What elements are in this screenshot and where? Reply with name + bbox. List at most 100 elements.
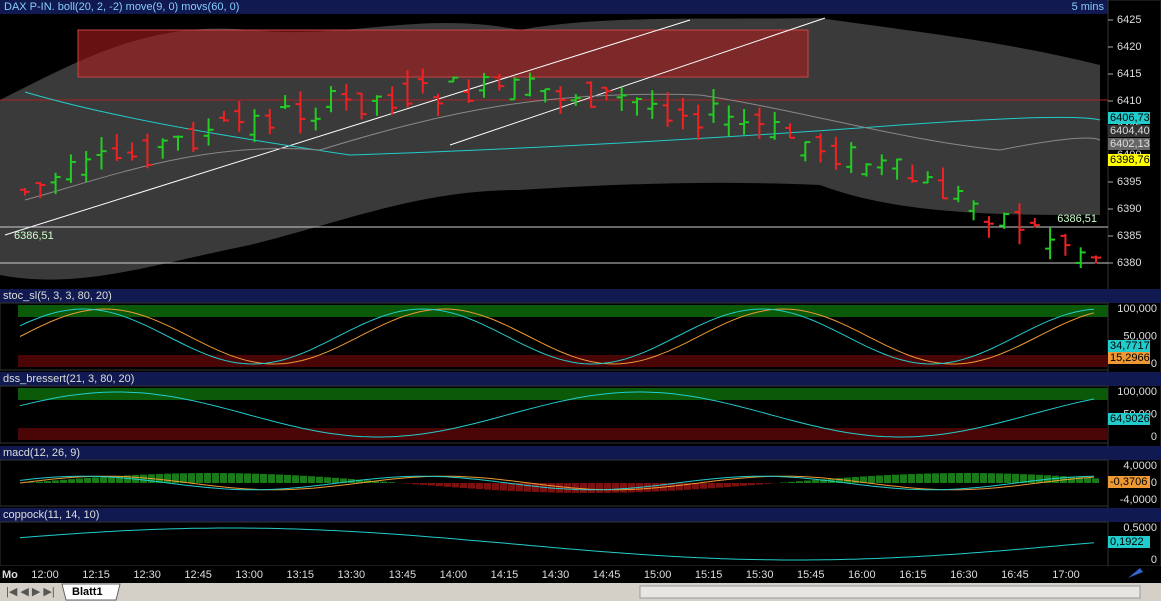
histogram-bar bbox=[1028, 474, 1035, 483]
histogram-bar bbox=[388, 482, 395, 483]
histogram-bar bbox=[340, 478, 347, 483]
histogram-bar bbox=[1076, 477, 1083, 483]
indicator-line bbox=[19, 475, 1095, 491]
histogram-bar bbox=[860, 476, 867, 483]
histogram-bar bbox=[716, 483, 723, 488]
histogram-bar bbox=[268, 474, 275, 483]
histogram-bar bbox=[28, 482, 35, 483]
histogram-bar bbox=[428, 483, 435, 486]
time-label: 14:00 bbox=[440, 569, 468, 581]
histogram-bar bbox=[972, 473, 979, 483]
histogram-bar bbox=[756, 483, 763, 485]
histogram-bar bbox=[492, 483, 499, 491]
histogram-bar bbox=[468, 483, 475, 489]
histogram-bar bbox=[580, 483, 587, 493]
badge-text: 6398,76 bbox=[1110, 154, 1150, 166]
bollinger-band bbox=[0, 18, 1100, 280]
panel-tick: 0 bbox=[1151, 477, 1157, 489]
histogram-bar bbox=[788, 481, 795, 483]
histogram-bar bbox=[300, 475, 307, 483]
histogram-bar bbox=[140, 474, 147, 483]
histogram-bar bbox=[108, 476, 115, 483]
histogram-bar bbox=[908, 474, 915, 483]
panel-title: macd(12, 26, 9) bbox=[3, 447, 80, 459]
histogram-bar bbox=[988, 473, 995, 483]
histogram-bar bbox=[476, 483, 483, 490]
panel-tick: 0 bbox=[1151, 554, 1157, 566]
time-label: 13:45 bbox=[389, 569, 417, 581]
histogram-bar bbox=[204, 473, 211, 483]
overbought-zone bbox=[18, 305, 1108, 317]
indicator-line bbox=[19, 308, 1095, 365]
histogram-bar bbox=[1020, 474, 1027, 483]
histogram-bar bbox=[796, 481, 803, 483]
histogram-bar bbox=[884, 475, 891, 483]
indicator-line bbox=[19, 475, 1095, 491]
histogram-bar bbox=[916, 473, 923, 483]
histogram-bar bbox=[164, 473, 171, 483]
histogram-bar bbox=[892, 474, 899, 483]
panel-title: dss_bressert(21, 3, 80, 20) bbox=[3, 373, 134, 385]
histogram-bar bbox=[220, 473, 227, 483]
histogram-bar bbox=[868, 475, 875, 483]
histogram-bar bbox=[244, 473, 251, 483]
histogram-bar bbox=[980, 473, 987, 483]
nav-arrows[interactable]: |◀ ◀ ▶ ▶| bbox=[6, 586, 55, 598]
chart-title: DAX P-IN. boll(20, 2, -2) move(9, 0) mov… bbox=[4, 1, 239, 13]
interval: 5 mins bbox=[1072, 1, 1105, 13]
histogram-bar bbox=[748, 483, 755, 486]
scrollbar[interactable] bbox=[639, 585, 1141, 599]
panel-header bbox=[0, 372, 1161, 386]
time-label: 16:00 bbox=[848, 569, 876, 581]
histogram-bar bbox=[76, 478, 83, 483]
histogram-bar bbox=[700, 483, 707, 489]
histogram-bar bbox=[60, 479, 67, 483]
histogram-bar bbox=[836, 478, 843, 483]
time-label: 15:00 bbox=[644, 569, 672, 581]
histogram-bar bbox=[876, 475, 883, 483]
histogram-bar bbox=[116, 475, 123, 483]
indicator-panels: stoc_sl(5, 3, 3, 80, 20)100,00050,000034… bbox=[0, 289, 1161, 567]
indicator-line bbox=[19, 527, 1095, 561]
histogram-bar bbox=[524, 483, 531, 492]
panel-title: coppock(11, 14, 10) bbox=[3, 509, 99, 521]
badge bbox=[1108, 125, 1150, 137]
histogram-bar bbox=[196, 473, 203, 483]
histogram-bar bbox=[36, 481, 43, 483]
histogram-bar bbox=[1012, 473, 1019, 483]
histogram-bar bbox=[500, 483, 507, 491]
histogram-bar bbox=[708, 483, 715, 489]
histogram-bar bbox=[620, 483, 627, 493]
histogram-bar bbox=[484, 483, 491, 490]
histogram-bar bbox=[996, 473, 1003, 483]
histogram-bar bbox=[676, 483, 683, 491]
time-axis bbox=[0, 566, 1161, 583]
badge-text: 6402,13 bbox=[1110, 138, 1150, 150]
time-label: 13:15 bbox=[286, 569, 314, 581]
time-label: 12:00 bbox=[31, 569, 59, 581]
y-tick-label: 6385 bbox=[1117, 230, 1141, 242]
time-label: 16:15 bbox=[899, 569, 927, 581]
badge bbox=[1108, 536, 1150, 548]
badge-text: 6406,73 bbox=[1110, 112, 1150, 124]
histogram-bar bbox=[956, 473, 963, 483]
time-label: 16:45 bbox=[1001, 569, 1029, 581]
header-bar bbox=[0, 0, 1108, 14]
histogram-bar bbox=[436, 483, 443, 487]
histogram-bar bbox=[260, 473, 267, 483]
tab-label[interactable]: Blatt1 bbox=[72, 586, 103, 598]
histogram-bar bbox=[668, 483, 675, 491]
histogram-bar bbox=[332, 477, 339, 483]
histogram-bar bbox=[252, 473, 259, 483]
histogram-bar bbox=[532, 483, 539, 493]
zone-box bbox=[77, 29, 809, 78]
panel-header bbox=[0, 446, 1161, 460]
histogram-bar bbox=[604, 483, 611, 493]
panel-title: stoc_sl(5, 3, 3, 80, 20) bbox=[3, 290, 112, 302]
y-tick-label: 6380 bbox=[1117, 257, 1141, 269]
histogram-bar bbox=[324, 477, 331, 483]
histogram-bar bbox=[372, 480, 379, 483]
panel-tick: 0 bbox=[1151, 358, 1157, 370]
tab[interactable] bbox=[61, 583, 121, 601]
